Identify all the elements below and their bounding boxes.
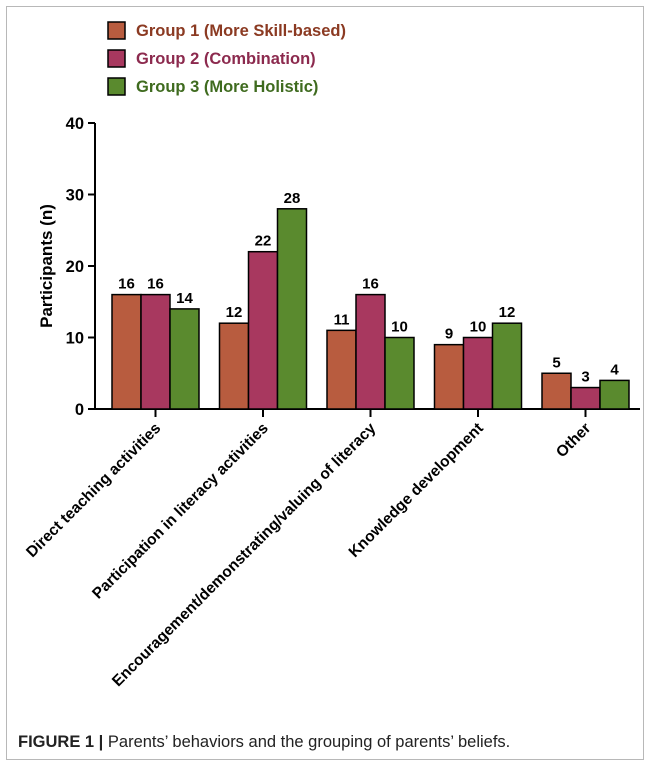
bar-1-3 — [326, 329, 357, 410]
chart-legend: Group 1 (More Skill-based) Group 2 (Combi… — [107, 21, 346, 96]
legend-swatch-1 — [107, 21, 126, 40]
bar-1-1 — [111, 293, 142, 410]
bar-value-label: 14 — [176, 290, 193, 307]
bar-3-2 — [276, 208, 308, 410]
bar-3-4 — [491, 322, 523, 410]
bar-2-4 — [462, 336, 494, 410]
bar-value-label: 28 — [284, 190, 301, 207]
bar-2-5 — [570, 386, 601, 410]
bar-1-4 — [433, 343, 465, 410]
legend-swatch-2 — [107, 49, 126, 68]
bar-2-3 — [355, 293, 386, 410]
y-tick-label: 30 — [66, 187, 84, 205]
bar-value-label: 12 — [226, 304, 243, 321]
bar-1-2 — [218, 322, 250, 410]
bar-value-label: 22 — [255, 233, 272, 250]
y-tick-label: 0 — [75, 401, 84, 419]
figure-caption: FIGURE 1 | Parents’ behaviors and the gr… — [18, 733, 510, 752]
figure-label: FIGURE 1 | — [18, 733, 104, 751]
figure-frame — [6, 6, 644, 760]
x-tick-label: Other — [553, 420, 594, 461]
bar-value-label: 16 — [147, 276, 164, 293]
y-tick-label: 10 — [66, 330, 84, 348]
bar-value-label: 10 — [470, 319, 487, 336]
bar-value-label: 5 — [552, 354, 560, 371]
bar-value-label: 10 — [391, 319, 408, 336]
legend-label-3: Group 3 (More Holistic) — [136, 78, 318, 96]
y-tick-label: 40 — [66, 115, 84, 133]
bar-value-label: 9 — [445, 326, 453, 343]
x-axis-tick-labels: Direct teaching activitiesParticipation … — [23, 420, 594, 691]
bar-value-label: 16 — [362, 276, 379, 293]
x-tick-label: Encouragement/demonstrating/valuing of l… — [109, 420, 380, 691]
bar-1-5 — [541, 372, 572, 410]
legend-swatch-3 — [107, 77, 126, 96]
chart-bars: 16 16 14 12 22 28 11 16 10 9 10 12 5 3 4 — [111, 190, 630, 410]
y-axis-label: Participants (n) — [37, 204, 56, 328]
legend-label-2: Group 2 (Combination) — [136, 50, 316, 68]
bar-value-label: 4 — [610, 361, 619, 378]
bar-value-label: 3 — [581, 369, 589, 386]
bar-2-2 — [247, 250, 279, 410]
bar-value-label: 12 — [499, 304, 516, 321]
bar-chart: Group 1 (More Skill-based) Group 2 (Combi… — [23, 21, 640, 691]
bar-2-1 — [140, 293, 171, 410]
x-tick-label: Participation in literacy activities — [89, 420, 272, 603]
bar-3-1 — [169, 308, 200, 410]
legend-label-1: Group 1 (More Skill-based) — [136, 22, 346, 40]
y-tick-label: 20 — [66, 258, 84, 276]
bar-value-label: 11 — [334, 311, 350, 328]
bar-3-5 — [599, 379, 630, 410]
figure-caption-text: Parents’ behaviors and the grouping of p… — [107, 733, 511, 751]
bar-3-3 — [384, 336, 415, 410]
bar-value-label: 16 — [118, 276, 135, 293]
